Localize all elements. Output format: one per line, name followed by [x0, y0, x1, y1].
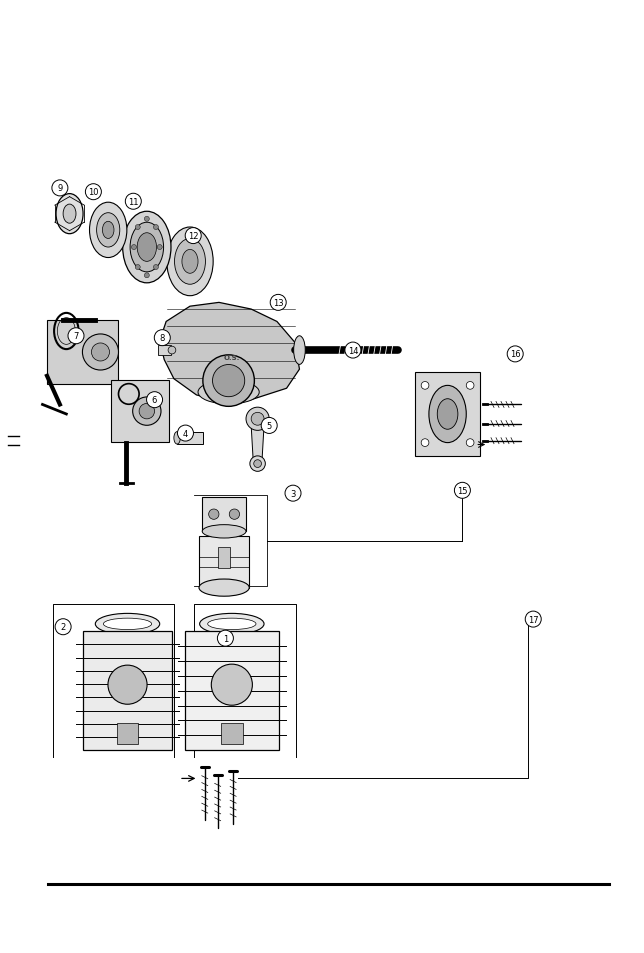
Circle shape — [157, 245, 162, 251]
Ellipse shape — [174, 433, 180, 445]
Circle shape — [68, 329, 84, 344]
Text: 8: 8 — [160, 334, 165, 343]
Circle shape — [153, 225, 158, 231]
Circle shape — [246, 408, 269, 431]
Ellipse shape — [63, 205, 76, 224]
Ellipse shape — [175, 239, 205, 285]
Ellipse shape — [429, 386, 466, 443]
Bar — [218, 547, 230, 568]
Ellipse shape — [130, 223, 164, 273]
Text: 6: 6 — [152, 395, 157, 405]
Text: 9: 9 — [57, 184, 62, 193]
Circle shape — [82, 335, 118, 371]
Circle shape — [218, 631, 233, 646]
Circle shape — [52, 181, 68, 196]
Circle shape — [229, 510, 240, 519]
Ellipse shape — [199, 579, 249, 597]
Bar — [199, 537, 249, 589]
Bar — [202, 498, 246, 532]
Ellipse shape — [90, 203, 127, 258]
Circle shape — [466, 382, 474, 390]
Text: 14: 14 — [348, 346, 358, 355]
Text: 15: 15 — [457, 486, 468, 496]
Circle shape — [86, 185, 101, 200]
Circle shape — [126, 194, 141, 210]
Circle shape — [55, 619, 71, 635]
Ellipse shape — [200, 614, 264, 635]
Text: 2: 2 — [61, 622, 66, 632]
Ellipse shape — [202, 525, 246, 538]
Ellipse shape — [56, 194, 83, 234]
Circle shape — [203, 355, 254, 407]
Text: 12: 12 — [188, 232, 198, 241]
Ellipse shape — [137, 233, 156, 262]
Circle shape — [178, 426, 193, 441]
Text: 17: 17 — [528, 615, 538, 624]
Text: 4: 4 — [183, 429, 188, 438]
Bar — [415, 373, 480, 456]
Text: 13: 13 — [273, 298, 283, 308]
Circle shape — [211, 664, 252, 705]
Circle shape — [455, 483, 470, 498]
Polygon shape — [160, 303, 299, 402]
Ellipse shape — [97, 213, 120, 248]
Polygon shape — [251, 426, 264, 459]
Text: 11: 11 — [128, 197, 138, 207]
Circle shape — [254, 460, 261, 468]
Circle shape — [135, 265, 140, 271]
Circle shape — [270, 295, 286, 311]
Ellipse shape — [167, 228, 213, 296]
Circle shape — [507, 347, 523, 362]
Circle shape — [168, 347, 176, 355]
Circle shape — [139, 404, 155, 419]
Bar — [221, 723, 243, 744]
Text: 1: 1 — [223, 634, 228, 643]
Circle shape — [251, 413, 264, 426]
Text: 3: 3 — [290, 489, 296, 498]
Bar — [111, 381, 169, 442]
Circle shape — [144, 217, 149, 222]
Ellipse shape — [294, 336, 305, 365]
Ellipse shape — [182, 251, 198, 274]
Ellipse shape — [122, 213, 171, 284]
Ellipse shape — [437, 399, 458, 430]
Circle shape — [209, 510, 219, 519]
Circle shape — [135, 225, 140, 231]
Circle shape — [144, 274, 149, 278]
Bar — [117, 723, 138, 744]
Circle shape — [466, 439, 474, 447]
Circle shape — [421, 382, 429, 390]
Bar — [185, 632, 278, 751]
Text: 5: 5 — [267, 421, 272, 431]
Circle shape — [153, 265, 158, 271]
Circle shape — [133, 397, 161, 426]
Text: 10: 10 — [88, 188, 99, 197]
Circle shape — [185, 229, 201, 244]
Bar — [177, 433, 203, 445]
Circle shape — [213, 365, 245, 397]
Bar — [83, 632, 172, 751]
Circle shape — [108, 665, 147, 704]
Circle shape — [345, 343, 361, 358]
Circle shape — [421, 439, 429, 447]
Circle shape — [131, 245, 137, 251]
Circle shape — [285, 486, 301, 501]
Circle shape — [261, 418, 277, 434]
Text: 7: 7 — [73, 332, 79, 341]
Bar — [158, 346, 171, 355]
Bar — [47, 320, 118, 385]
Circle shape — [526, 612, 541, 627]
Ellipse shape — [198, 381, 259, 404]
Text: O.S.: O.S. — [223, 355, 240, 360]
Circle shape — [147, 393, 162, 408]
Text: 16: 16 — [510, 350, 520, 359]
Circle shape — [91, 344, 109, 361]
Ellipse shape — [95, 614, 160, 635]
Ellipse shape — [102, 222, 114, 239]
Circle shape — [155, 331, 170, 346]
Ellipse shape — [207, 618, 256, 630]
Ellipse shape — [103, 618, 151, 630]
Circle shape — [250, 456, 265, 472]
